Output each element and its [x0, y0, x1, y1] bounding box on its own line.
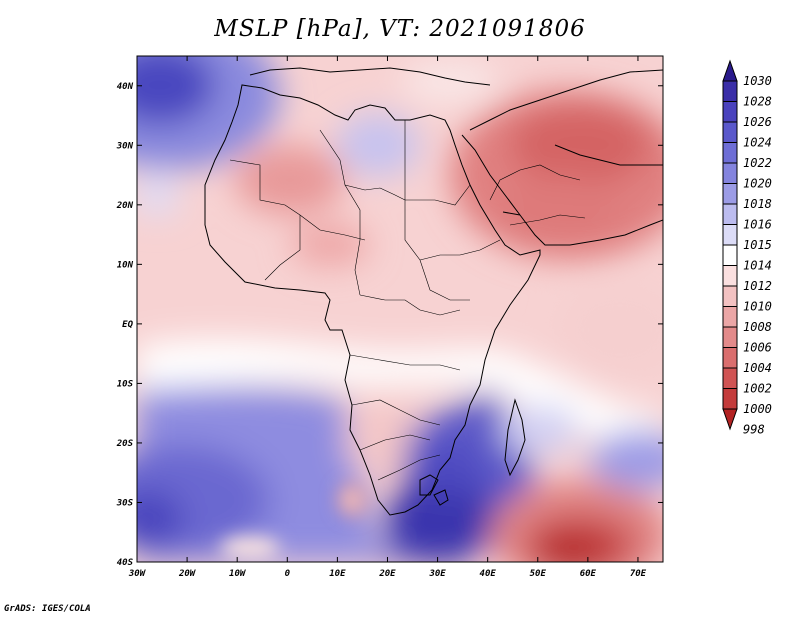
lon-tick-label: 40E — [480, 569, 497, 579]
colorbar-swatch — [722, 326, 738, 348]
lat-tick-label: 40N — [117, 82, 134, 92]
lon-tick-label: 50E — [530, 569, 547, 579]
colorbar-label: 1018 — [743, 197, 772, 211]
colorbar-label: 1020 — [743, 177, 772, 191]
lon-tick-label: 20W — [178, 569, 197, 579]
lon-tick-label: 20E — [378, 569, 396, 579]
colorbar-label: 1000 — [743, 402, 772, 416]
colorbar-swatch — [722, 183, 738, 205]
colorbar-swatch — [722, 265, 738, 287]
colorbar-swatch — [722, 101, 738, 123]
colorbar-label: 1002 — [743, 382, 772, 396]
lat-tick-label: 30S — [116, 498, 134, 508]
colorbar-swatch — [722, 142, 738, 164]
asia-outline — [469, 69, 663, 131]
colorbar-bottom-arrow — [722, 408, 738, 431]
lon-tick-label: 0 — [285, 569, 291, 579]
colorbar-label: 1026 — [743, 115, 772, 129]
colorbar-top-arrow — [722, 59, 738, 82]
lat-tick-label: EQ — [122, 320, 133, 330]
lat-tick-label: 30N — [116, 141, 134, 151]
colorbar-swatch — [722, 367, 738, 389]
lon-tick-label: 30W — [128, 569, 147, 579]
colorbar-label: 1024 — [743, 136, 772, 150]
colorbar-label: 998 — [743, 423, 765, 437]
europe-outline — [249, 67, 491, 86]
colorbar-swatch — [722, 306, 738, 328]
colorbar-label: 1016 — [743, 218, 772, 232]
lon-tick-label: 30E — [428, 569, 446, 579]
lon-tick-label: 60E — [580, 569, 597, 579]
africa-coastline — [204, 84, 541, 516]
colorbar-label: 1022 — [743, 156, 772, 170]
lon-tick-label: 70E — [630, 569, 647, 579]
colorbar-label: 1014 — [743, 259, 772, 273]
lat-tick-label: 20S — [116, 439, 134, 449]
colorbar-label: 1015 — [743, 238, 772, 252]
colorbar-swatch — [722, 80, 738, 102]
colorbar-label: 1008 — [743, 320, 772, 334]
colorbar-label: 1004 — [743, 361, 772, 375]
colorbar-label: 1028 — [743, 95, 772, 109]
colorbar-swatch — [722, 203, 738, 225]
pressure-field — [137, 56, 663, 562]
colorbar-label: 1012 — [743, 279, 772, 293]
lat-axis: 40N 30N 20N 10N EQ 10S 20S 30S 40S — [116, 82, 663, 568]
colorbar-swatch — [722, 244, 738, 266]
plot-frame — [136, 55, 664, 563]
arabia-coastline — [461, 134, 663, 246]
colorbar-label: 1006 — [743, 341, 772, 355]
lon-tick-label: 10E — [329, 569, 346, 579]
madagascar — [504, 398, 526, 477]
colorbar-swatch — [722, 121, 738, 143]
coastlines — [204, 67, 663, 516]
map-title: MSLP [hPa], VT: 2021091806 — [214, 16, 586, 42]
colorbar-swatch — [722, 388, 738, 410]
lat-tick-label: 10N — [117, 260, 134, 270]
colorbar-swatch — [722, 162, 738, 184]
lat-tick-label: 10S — [117, 379, 134, 389]
lon-axis: 30W 20W 10W 0 10E 20E 30E 40E 50E 60E 70E — [128, 56, 647, 579]
lat-tick-label: 20N — [116, 201, 134, 211]
country-borders — [229, 120, 586, 481]
colorbar-label: 1010 — [743, 300, 772, 314]
credit-label: GrADS: IGES/COLA — [4, 604, 91, 614]
colorbar-swatch — [722, 224, 738, 246]
colorbar: 1030 1028 1026 1024 1022 1020 1018 1016 1015 1014… — [722, 59, 772, 437]
lat-tick-label: 40S — [117, 558, 134, 568]
colorbar-swatch — [722, 285, 738, 307]
lon-tick-label: 10W — [229, 569, 247, 579]
colorbar-swatch — [722, 347, 738, 369]
colorbar-label: 1030 — [743, 74, 772, 88]
